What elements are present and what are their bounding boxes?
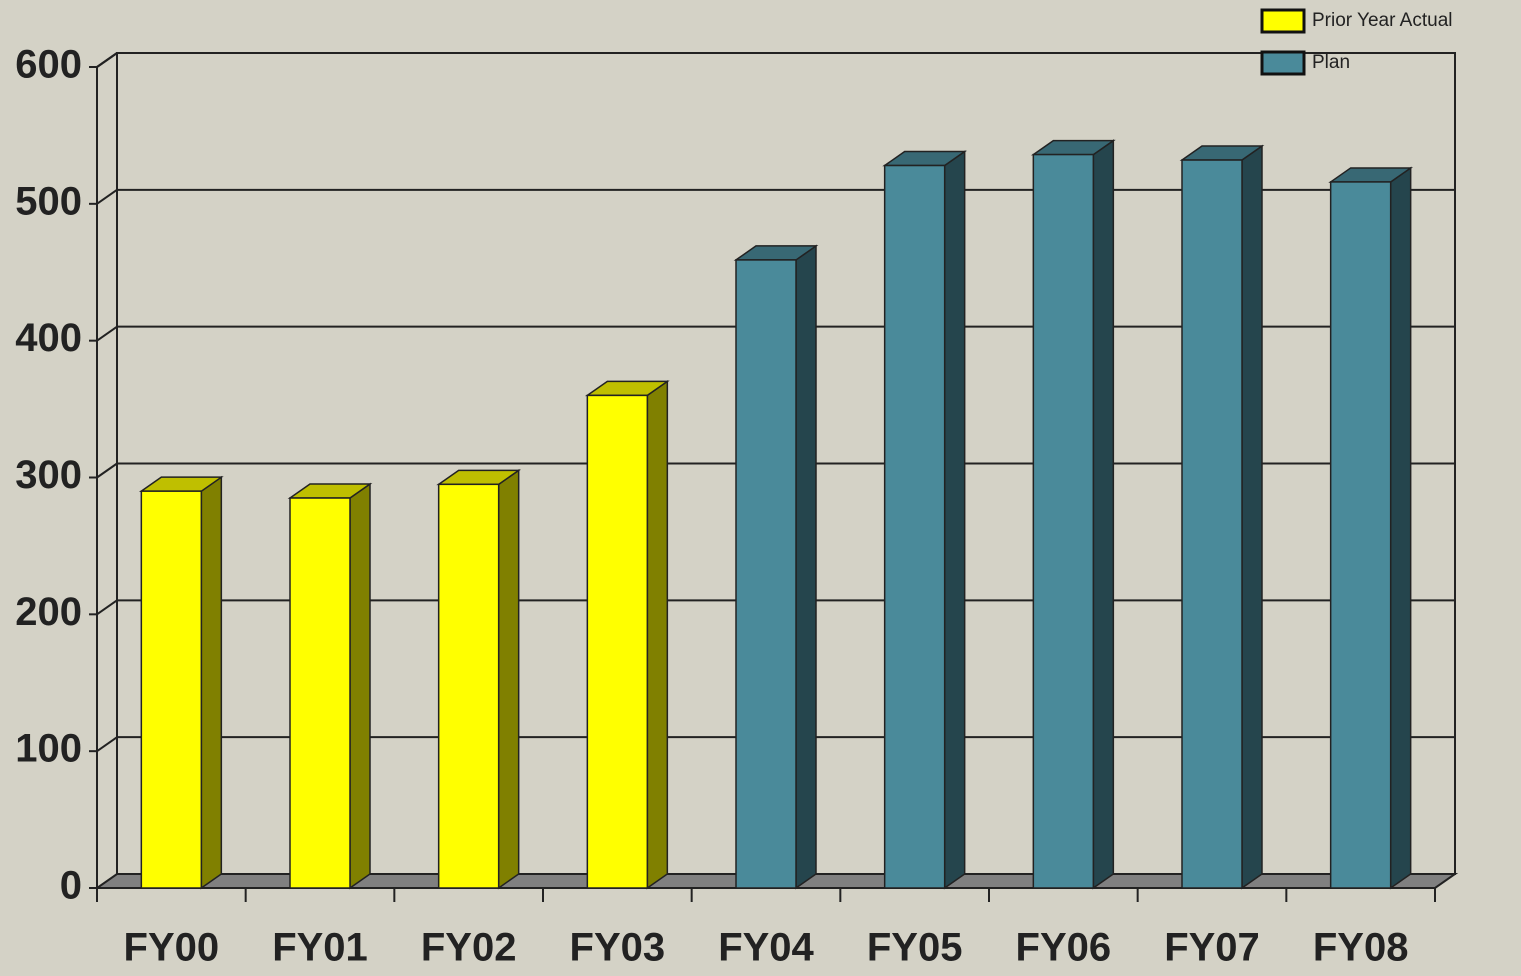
legend-swatch [1260, 50, 1306, 76]
y-tick-label: 500 [15, 179, 82, 223]
bar-side [795, 244, 817, 890]
bar [883, 164, 946, 889]
grid-line-side [96, 599, 118, 616]
bar-side [497, 468, 520, 890]
y-tick-label: 600 [15, 43, 82, 87]
x-tick-label: FY02 [421, 926, 517, 970]
bar [1329, 181, 1392, 889]
bar [437, 483, 500, 889]
bar-side [200, 475, 223, 890]
bar-side [943, 150, 966, 890]
bar [735, 259, 797, 889]
x-tick-label: FY07 [1164, 926, 1260, 970]
x-tick-label: FY05 [867, 926, 963, 970]
x-tick-label: FY06 [1016, 926, 1112, 970]
x-tick-label: FY08 [1313, 926, 1409, 970]
y-tick-label: 0 [60, 864, 82, 908]
grid-line-side [96, 52, 118, 68]
y-tick-label: 200 [15, 590, 82, 634]
y-tick-label: 300 [15, 453, 82, 497]
bar-side [1092, 139, 1115, 890]
x-tick-label: FY03 [570, 926, 666, 970]
bar [1181, 159, 1243, 889]
bar-side [1241, 144, 1263, 890]
x-tick-label: FY00 [124, 926, 220, 970]
y-tick-label: 400 [15, 316, 82, 360]
legend-swatch [1260, 8, 1306, 34]
x-tick-label: FY04 [718, 926, 814, 970]
bar [140, 490, 203, 889]
bar-side [1389, 166, 1412, 890]
bar [289, 497, 351, 889]
x-tick-label: FY01 [272, 926, 368, 970]
legend-label: Prior Year Actual [1312, 10, 1452, 31]
grid-line-side [96, 189, 118, 205]
grid-line-side [96, 325, 118, 342]
bar [1032, 153, 1095, 889]
y-tick-label: 100 [15, 727, 82, 771]
bar-side [349, 482, 371, 890]
bar [586, 394, 649, 889]
grid-line-side [96, 462, 118, 479]
legend-label: Plan [1312, 52, 1350, 73]
grid-line-side [96, 736, 118, 752]
bar-side [646, 379, 669, 890]
